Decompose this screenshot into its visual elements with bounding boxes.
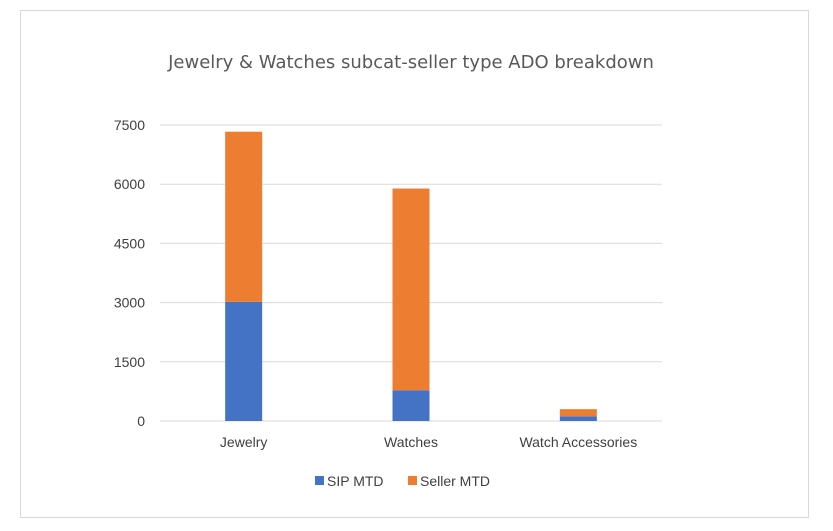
y-tick-label: 1500 (114, 354, 145, 370)
bar-sip-mtd (392, 390, 430, 421)
bar-seller-mtd (392, 188, 430, 391)
legend-swatch (315, 476, 324, 485)
y-tick-label: 6000 (114, 176, 145, 192)
x-tick-label: Watch Accessories (519, 434, 637, 450)
x-tick-label: Watches (384, 434, 438, 450)
bar-sip-mtd (225, 301, 263, 421)
y-tick-label: 3000 (114, 295, 145, 311)
y-tick-label: 4500 (114, 235, 145, 251)
bar-sip-mtd (559, 416, 597, 421)
y-tick-label: 0 (137, 413, 145, 429)
legend-swatch (408, 476, 417, 485)
bar-seller-mtd (225, 131, 263, 302)
legend-label: SIP MTD (327, 473, 384, 489)
x-tick-label: Jewelry (220, 434, 267, 450)
legend-label: Seller MTD (420, 473, 490, 489)
bars (225, 131, 597, 421)
chart-title: Jewelry & Watches subcat-seller type ADO… (167, 52, 654, 73)
bar-seller-mtd (559, 409, 597, 417)
x-axis-ticks: Jewelry Watches Watch Accessories (220, 434, 637, 450)
y-axis-ticks: 0 1500 3000 4500 6000 7500 (114, 117, 145, 429)
legend: SIP MTD Seller MTD (315, 473, 490, 489)
y-tick-label: 7500 (114, 117, 145, 133)
